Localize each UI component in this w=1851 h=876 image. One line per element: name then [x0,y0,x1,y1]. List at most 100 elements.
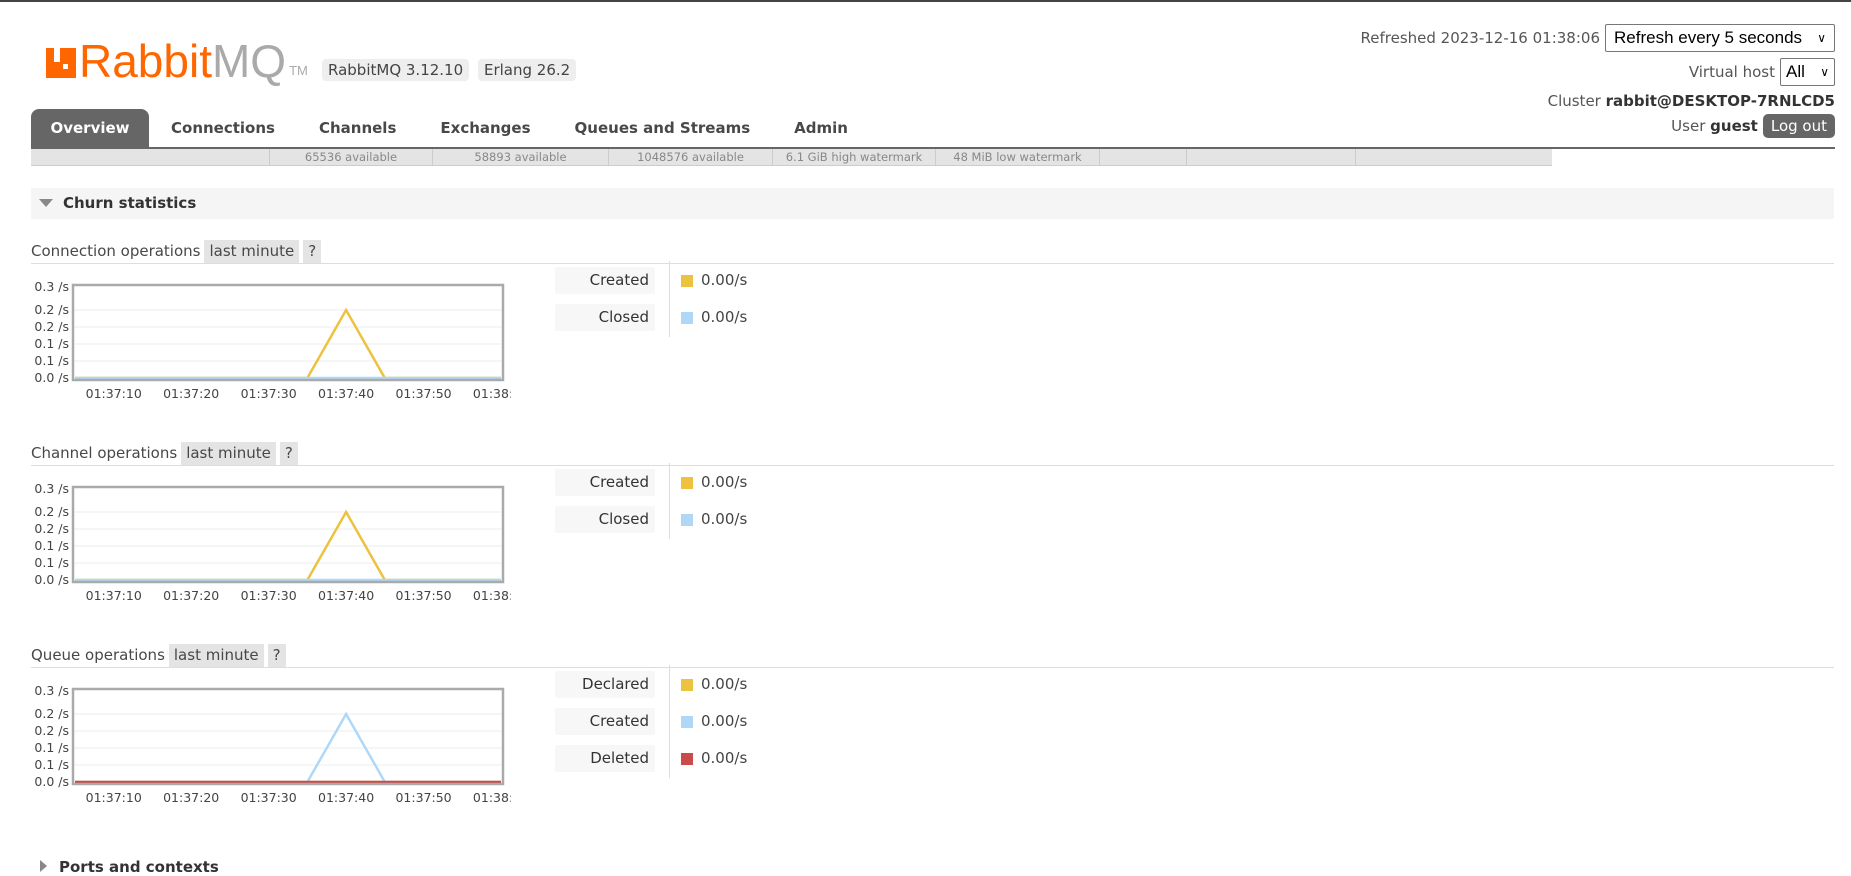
x-tick-label: 01:37:30 [241,790,297,803]
y-tick-label: 0.2 /s [34,706,69,721]
range-selector[interactable]: last minute [168,643,264,667]
vhost-select[interactable]: All ∨ [1780,58,1835,86]
x-tick-label: 01:37:40 [318,588,374,601]
refresh-interval-select[interactable]: Refresh every 5 seconds ∨ [1605,24,1835,52]
y-tick-label: 0.0 /s [34,774,69,789]
tab-admin[interactable]: Admin [794,119,848,137]
tab-channels[interactable]: Channels [318,119,397,137]
tab-exchanges[interactable]: Exchanges [440,119,531,137]
legend-swatch [681,678,693,691]
legend-swatch [681,513,693,526]
legend-label: Closed [555,506,655,533]
section-title: Channel operations [31,444,178,462]
legend-value: 0.00/s [681,506,747,533]
cluster-label: Cluster [1547,92,1601,110]
y-tick-label: 0.2 /s [34,504,69,519]
plot-frame [71,485,505,584]
version-badge: RabbitMQ 3.12.10 [322,59,470,81]
x-tick-label: 01:38:00 [473,386,511,399]
y-tick-label: 0.0 /s [34,370,69,385]
y-tick-label: 0.1 /s [34,538,69,553]
queue-operations-section: Queue operations last minute ? 0.3 /s 0.2 … [31,643,1834,833]
stats-cell: 65536 available [270,149,433,166]
legend-value: 0.00/s [681,304,747,331]
legend-divider [669,463,670,539]
legend-label: Closed [555,304,655,331]
x-tick-label: 01:37:40 [318,790,374,803]
range-selector[interactable]: last minute [181,441,276,465]
section-header: Channel operations last minute ? [31,441,1834,466]
stats-cell: 6.1 GiB high watermark [773,149,936,166]
help-button[interactable]: ? [303,239,322,263]
rate-chart: 0.3 /s 0.2 /s 0.2 /s 0.1 /s 0.1 /s 0.0 /s 01:3… [34,683,511,803]
main-nav: Overview Connections Channels Exchanges … [31,109,870,148]
legend-swatch [681,715,693,728]
x-tick-label: 01:37:30 [241,386,297,399]
rate-chart: 0.3 /s 0.2 /s 0.2 /s 0.1 /s 0.1 /s 0.0 /s 01:3… [34,279,511,399]
nav-divider [31,147,1835,149]
legend-label: Created [555,267,655,294]
x-tick-label: 01:37:50 [395,790,451,803]
user-name: guest [1710,117,1758,135]
node-stats-bar: 65536 available 58893 available 1048576 … [31,149,1552,166]
tab-overview[interactable]: Overview [31,109,149,148]
y-tick-label: 0.3 /s [34,683,69,698]
rate-chart: 0.3 /s 0.2 /s 0.2 /s 0.1 /s 0.1 /s 0.0 /s 01:3… [34,481,511,601]
x-tick-label: 01:37:40 [318,386,374,399]
triangle-right-icon [40,860,47,872]
x-tick-label: 01:37:30 [241,588,297,601]
section-title: Connection operations [31,242,201,260]
y-tick-label: 0.3 /s [34,279,69,294]
y-tick-label: 0.1 /s [34,353,69,368]
ports-and-contexts-toggle[interactable]: Ports and contexts [40,858,219,876]
chevron-down-icon: ∨ [1820,65,1829,79]
x-tick-label: 01:38:00 [473,790,511,803]
section-title: Queue operations [31,646,165,664]
legend-label: Created [555,708,655,735]
stats-cell [1100,149,1187,166]
x-tick-label: 01:37:20 [163,386,219,399]
stats-cell [1187,149,1356,166]
help-button[interactable]: ? [279,441,298,465]
legend-swatch [681,476,693,489]
erlang-badge: Erlang 26.2 [478,59,577,81]
logo-text: Rabbit [79,35,212,87]
cluster-name: rabbit@DESKTOP-7RNLCD5 [1605,92,1835,110]
y-tick-label: 0.1 /s [34,757,69,772]
legend-label: Deleted [555,745,655,772]
stats-cell: 58893 available [433,149,609,166]
x-tick-label: 01:37:10 [86,790,142,803]
stats-cell [1356,149,1552,166]
x-tick-label: 01:37:20 [163,790,219,803]
logout-button[interactable]: Log out [1762,114,1835,138]
rabbitmq-logo[interactable]: Rabbit MQ TM [46,38,308,84]
legend-divider [669,665,670,778]
legend-label: Created [555,469,655,496]
plot-frame [71,283,505,382]
connection-operations-section: Connection operations last minute ? 0.3 /… [31,239,1834,429]
legend-value: 0.00/s [681,267,747,294]
refreshed-label: Refreshed 2023-12-16 01:38:06 [1360,29,1600,47]
legend-divider [669,261,670,337]
range-selector[interactable]: last minute [204,239,300,263]
stats-cell: 1048576 available [609,149,773,166]
chevron-down-icon: ∨ [1817,31,1826,45]
y-tick-label: 0.2 /s [34,521,69,536]
y-tick-label: 0.2 /s [34,319,69,334]
x-tick-label: 01:37:50 [395,588,451,601]
y-tick-label: 0.0 /s [34,572,69,587]
y-tick-label: 0.2 /s [34,723,69,738]
tab-queues-and-streams[interactable]: Queues and Streams [574,119,751,137]
section-header: Queue operations last minute ? [31,643,1834,668]
vhost-label: Virtual host [1688,63,1775,81]
legend-swatch [681,274,693,287]
x-tick-label: 01:37:20 [163,588,219,601]
header-info: Refreshed 2023-12-16 01:38:06 Refresh ev… [1361,24,1835,138]
y-tick-label: 0.1 /s [34,555,69,570]
channel-operations-section: Channel operations last minute ? 0.3 /s 0.… [31,441,1834,631]
legend-value: 0.00/s [681,671,747,698]
tab-connections[interactable]: Connections [171,119,275,137]
churn-statistics-toggle[interactable]: Churn statistics [31,188,1834,219]
plot-frame [71,687,505,786]
help-button[interactable]: ? [267,643,286,667]
